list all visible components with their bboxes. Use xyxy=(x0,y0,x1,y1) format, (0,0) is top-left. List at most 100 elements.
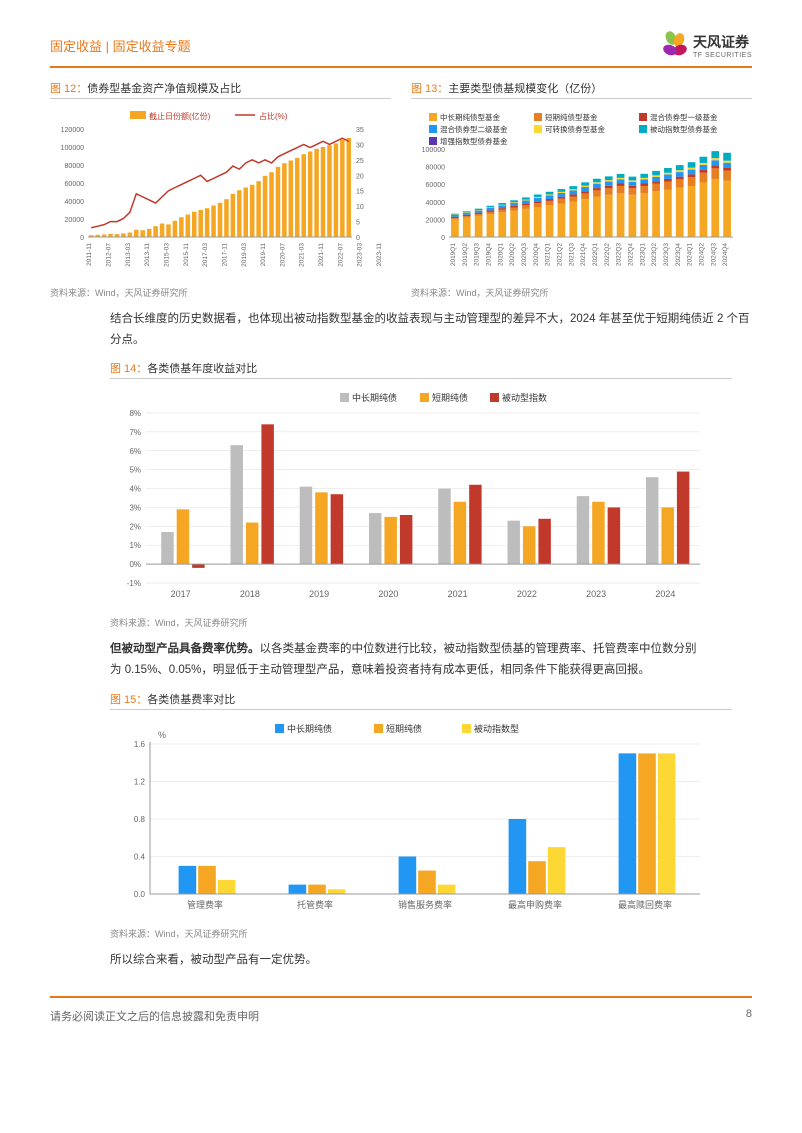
svg-text:4%: 4% xyxy=(129,485,141,494)
svg-text:2024Q3: 2024Q3 xyxy=(710,243,717,267)
svg-text:0%: 0% xyxy=(129,560,141,569)
svg-text:短期纯债: 短期纯债 xyxy=(432,392,468,403)
svg-text:2019: 2019 xyxy=(309,589,329,599)
svg-text:2023Q1: 2023Q1 xyxy=(639,243,646,267)
page-header: 固定收益 | 固定收益专题 天风证券 TF SECURITIES xyxy=(50,30,752,60)
svg-text:2020-07: 2020-07 xyxy=(279,243,286,267)
svg-text:100000: 100000 xyxy=(422,147,445,154)
logo-icon xyxy=(659,30,689,60)
svg-text:2022-07: 2022-07 xyxy=(337,243,344,267)
chart15-block: 图 15：各类债基费率对比 %中长期纯债短期纯债被动指数型0.00.40.81.… xyxy=(110,691,732,940)
svg-text:6%: 6% xyxy=(129,447,141,456)
svg-text:增强指数型债券基金: 增强指数型债券基金 xyxy=(440,136,508,146)
footer-disclaimer: 请务必阅读正文之后的信息披露和免责申明 xyxy=(50,1008,259,1024)
svg-text:0: 0 xyxy=(441,235,445,242)
svg-text:2011-11: 2011-11 xyxy=(86,243,93,266)
svg-text:0: 0 xyxy=(80,235,84,242)
svg-text:2013-03: 2013-03 xyxy=(125,243,132,267)
svg-text:2017-03: 2017-03 xyxy=(202,243,209,267)
svg-text:2022Q3: 2022Q3 xyxy=(616,243,623,267)
svg-text:35: 35 xyxy=(356,127,364,134)
svg-text:2015-03: 2015-03 xyxy=(163,243,170,267)
svg-text:最高赎回费率: 最高赎回费率 xyxy=(618,899,672,910)
svg-text:中长期纯债型基金: 中长期纯债型基金 xyxy=(440,112,500,122)
svg-text:0.8: 0.8 xyxy=(134,815,146,824)
svg-text:60000: 60000 xyxy=(426,182,446,189)
svg-text:可转换债券型基金: 可转换债券型基金 xyxy=(545,124,605,134)
svg-text:2019Q1: 2019Q1 xyxy=(450,243,457,267)
svg-text:5: 5 xyxy=(356,220,360,227)
svg-text:2%: 2% xyxy=(129,523,141,532)
chart12: 截止日份额(亿份)占比(%)02000040000600008000010000… xyxy=(50,107,391,277)
svg-text:2019-11: 2019-11 xyxy=(260,243,267,267)
svg-text:15: 15 xyxy=(356,189,364,196)
svg-text:2021-03: 2021-03 xyxy=(299,243,306,267)
chart13-title: 图 13：主要类型债基规模变化（亿份） xyxy=(411,80,752,96)
svg-text:管理费率: 管理费率 xyxy=(187,899,223,910)
svg-text:2018: 2018 xyxy=(240,589,260,599)
svg-text:2013-11: 2013-11 xyxy=(144,243,151,267)
svg-text:被动指数型债券基金: 被动指数型债券基金 xyxy=(650,124,718,134)
chart14: 中长期纯债短期纯债被动型指数-1%0%1%2%3%4%5%6%7%8%20172… xyxy=(110,387,732,607)
svg-text:2019-03: 2019-03 xyxy=(241,243,248,267)
chart13-block: 图 13：主要类型债基规模变化（亿份） 中长期纯债型基金 短期纯债型基金混合债券型… xyxy=(411,80,752,299)
header-rule xyxy=(50,66,752,68)
svg-text:40000: 40000 xyxy=(426,200,446,207)
svg-text:7%: 7% xyxy=(129,428,141,437)
svg-text:最高申购费率: 最高申购费率 xyxy=(508,899,562,910)
logo: 天风证券 TF SECURITIES xyxy=(659,30,752,60)
svg-text:短期纯债: 短期纯债 xyxy=(386,723,422,734)
svg-text:1%: 1% xyxy=(129,542,141,551)
svg-text:20: 20 xyxy=(356,173,364,180)
svg-text:2020Q4: 2020Q4 xyxy=(533,243,540,267)
svg-text:2022: 2022 xyxy=(517,589,537,599)
svg-text:销售服务费率: 销售服务费率 xyxy=(398,899,452,910)
svg-text:100000: 100000 xyxy=(61,145,84,152)
svg-text:40000: 40000 xyxy=(65,199,85,206)
svg-text:2020Q2: 2020Q2 xyxy=(509,243,516,267)
svg-text:2023Q4: 2023Q4 xyxy=(675,243,682,267)
chart12-source: 资料来源：Wind，天风证券研究所 xyxy=(50,286,391,299)
svg-text:2023Q3: 2023Q3 xyxy=(663,243,670,267)
para2: 但被动型产品具备费率优势。以各类基金费率的中位数进行比较，被动指数型债基的管理费… xyxy=(110,639,702,680)
svg-text:2021Q1: 2021Q1 xyxy=(545,243,552,267)
svg-text:2021Q3: 2021Q3 xyxy=(568,243,575,267)
svg-text:2020: 2020 xyxy=(378,589,398,599)
svg-text:2023-03: 2023-03 xyxy=(357,243,364,267)
svg-text:中长期纯债: 中长期纯债 xyxy=(287,723,332,734)
page-number: 8 xyxy=(746,1008,752,1024)
logo-text-cn: 天风证券 xyxy=(693,32,752,52)
svg-text:8%: 8% xyxy=(129,409,141,418)
svg-text:80000: 80000 xyxy=(65,163,85,170)
chart13-source: 资料来源：Wind，天风证券研究所 xyxy=(411,286,752,299)
svg-text:2021Q4: 2021Q4 xyxy=(580,243,587,267)
svg-text:1.6: 1.6 xyxy=(134,740,146,749)
svg-text:2019Q4: 2019Q4 xyxy=(485,243,492,267)
svg-text:3%: 3% xyxy=(129,504,141,513)
chart15: %中长期纯债短期纯债被动指数型0.00.40.81.21.6管理费率托管费率销售… xyxy=(110,718,732,918)
svg-text:0.4: 0.4 xyxy=(134,852,146,861)
svg-text:1.2: 1.2 xyxy=(134,777,146,786)
svg-text:短期纯债型基金: 短期纯债型基金 xyxy=(545,112,598,122)
svg-text:%: % xyxy=(158,730,166,740)
svg-text:2023Q2: 2023Q2 xyxy=(651,243,658,267)
svg-text:2020Q3: 2020Q3 xyxy=(521,243,528,267)
svg-text:2024Q1: 2024Q1 xyxy=(687,243,694,267)
svg-text:60000: 60000 xyxy=(65,181,85,188)
svg-text:0: 0 xyxy=(356,235,360,242)
svg-text:2024: 2024 xyxy=(655,589,675,599)
svg-text:2017-11: 2017-11 xyxy=(221,243,228,267)
svg-text:2024Q2: 2024Q2 xyxy=(698,243,705,267)
svg-text:10: 10 xyxy=(356,204,364,211)
svg-text:被动指数型: 被动指数型 xyxy=(474,723,519,734)
para1: 结合长维度的历史数据看，也体现出被动指数型基金的收益表现与主动管理型的差异不大，… xyxy=(110,309,752,350)
svg-text:混合债券型二级基金: 混合债券型二级基金 xyxy=(440,124,508,134)
svg-text:2021-11: 2021-11 xyxy=(318,243,325,267)
svg-text:2012-07: 2012-07 xyxy=(106,243,113,267)
chart15-source: 资料来源：Wind，天风证券研究所 xyxy=(110,927,732,940)
svg-text:2019Q3: 2019Q3 xyxy=(474,243,481,267)
chart14-title: 图 14：各类债基年度收益对比 xyxy=(110,360,732,376)
chart12-block: 图 12：债券型基金资产净值规模及占比 截止日份额(亿份)占比(%)020000… xyxy=(50,80,391,299)
svg-text:20000: 20000 xyxy=(65,217,85,224)
chart15-title: 图 15：各类债基费率对比 xyxy=(110,691,732,707)
